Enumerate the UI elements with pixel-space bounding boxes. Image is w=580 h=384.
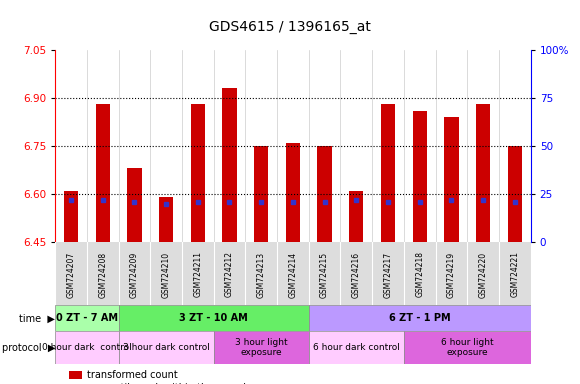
Text: GSM724212: GSM724212: [225, 252, 234, 298]
Text: GSM724207: GSM724207: [67, 252, 75, 298]
Text: GSM724210: GSM724210: [162, 252, 171, 298]
Text: GSM724209: GSM724209: [130, 252, 139, 298]
Bar: [349, 191, 364, 242]
Bar: [159, 197, 173, 242]
Text: GSM724215: GSM724215: [320, 252, 329, 298]
Bar: [96, 104, 110, 242]
Bar: [286, 143, 300, 242]
Bar: [222, 88, 237, 242]
Text: 3 hour dark control: 3 hour dark control: [122, 343, 209, 352]
Bar: [64, 191, 78, 242]
Text: GSM724208: GSM724208: [98, 252, 107, 298]
Bar: [191, 104, 205, 242]
Bar: [55, 331, 118, 364]
Bar: [254, 146, 269, 242]
Bar: [127, 168, 142, 242]
Text: GSM724219: GSM724219: [447, 252, 456, 298]
Text: percentile rank within the sample: percentile rank within the sample: [87, 383, 252, 384]
Bar: [404, 331, 531, 364]
Bar: [317, 146, 332, 242]
Bar: [55, 305, 118, 331]
Text: time  ▶: time ▶: [19, 313, 55, 323]
Text: 6 hour light
exposure: 6 hour light exposure: [441, 338, 494, 358]
Bar: [70, 371, 82, 379]
Text: GSM724213: GSM724213: [257, 252, 266, 298]
Text: 3 ZT - 10 AM: 3 ZT - 10 AM: [179, 313, 248, 323]
Text: GSM724221: GSM724221: [510, 252, 519, 298]
Bar: [118, 331, 213, 364]
Text: 3 hour light
exposure: 3 hour light exposure: [235, 338, 288, 358]
Text: GSM724216: GSM724216: [352, 252, 361, 298]
Text: 6 ZT - 1 PM: 6 ZT - 1 PM: [389, 313, 451, 323]
Text: 0 ZT - 7 AM: 0 ZT - 7 AM: [56, 313, 118, 323]
Bar: [213, 331, 309, 364]
Text: GSM724211: GSM724211: [193, 252, 202, 298]
Text: GSM724217: GSM724217: [383, 252, 393, 298]
Text: 6 hour dark control: 6 hour dark control: [313, 343, 400, 352]
Bar: [309, 331, 404, 364]
Bar: [118, 305, 309, 331]
Bar: [412, 111, 427, 242]
Bar: [476, 104, 490, 242]
Text: 0 hour dark  control: 0 hour dark control: [42, 343, 132, 352]
Bar: [444, 117, 459, 242]
Text: GSM724214: GSM724214: [288, 252, 298, 298]
Text: GDS4615 / 1396165_at: GDS4615 / 1396165_at: [209, 20, 371, 34]
Bar: [508, 146, 522, 242]
Text: GSM724218: GSM724218: [415, 252, 424, 298]
Text: protocol  ▶: protocol ▶: [2, 343, 55, 353]
Bar: [381, 104, 395, 242]
Text: GSM724220: GSM724220: [478, 252, 488, 298]
Bar: [309, 305, 531, 331]
Text: transformed count: transformed count: [87, 370, 177, 380]
